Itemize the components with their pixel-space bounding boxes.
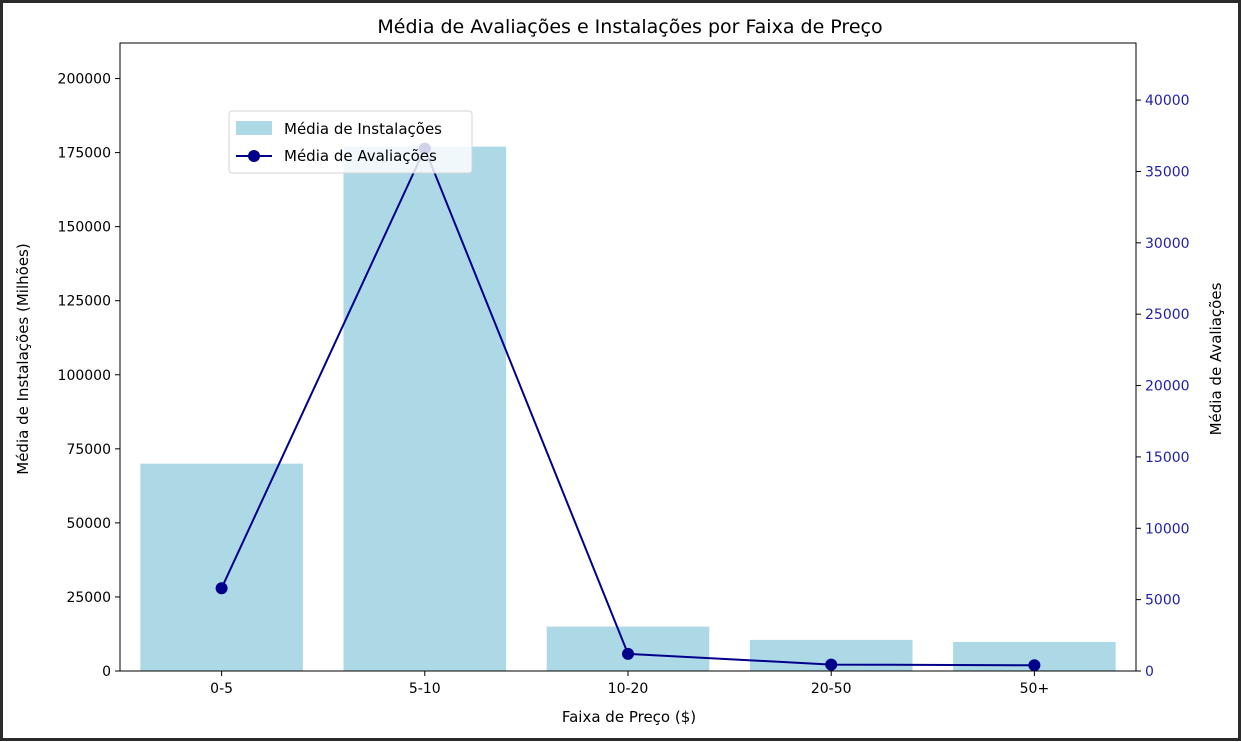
legend-bar-label: Média de Instalações <box>284 120 442 138</box>
y-right-tick-label: 25000 <box>1145 307 1190 323</box>
y-left-tick-label: 50000 <box>66 516 111 532</box>
plot-area: 0-5 5-10 10-20 20-50 50+02500050000750001000… <box>58 42 1190 697</box>
y-left-tick-label: 100000 <box>58 368 111 384</box>
y-right-tick-label: 40000 <box>1145 93 1190 109</box>
bar <box>343 146 507 671</box>
y-left-tick-label: 25000 <box>66 590 111 606</box>
chart-title: Média de Avaliações e Instalações por Fa… <box>377 16 882 38</box>
y-left-tick-label: 150000 <box>58 220 111 236</box>
x-tick-label: 20-50 <box>811 681 852 697</box>
bar <box>140 463 303 671</box>
x-axis-label: Faixa de Preço ($) <box>562 708 696 726</box>
y-right-tick-label: 35000 <box>1145 164 1190 180</box>
y-left-tick-label: 125000 <box>58 294 111 310</box>
y-right-tick-label: 30000 <box>1145 236 1190 252</box>
y-right-tick-label: 0 <box>1145 664 1154 680</box>
legend-line-marker <box>248 150 260 162</box>
legend-line-label: Média de Avaliações <box>284 147 437 165</box>
y-axis-left-label: Média de Instalações (Milhões) <box>14 243 32 474</box>
legend-bar-swatch <box>236 121 272 135</box>
x-tick-label: 10-20 <box>608 681 649 697</box>
line-point <box>622 647 634 660</box>
x-tick-label: 0-5 <box>210 681 233 697</box>
y-right-tick-label: 10000 <box>1145 521 1190 537</box>
y-axis-right-label: Média de Avaliações <box>1207 282 1225 435</box>
x-tick-label: 50+ <box>1020 681 1050 697</box>
y-left-tick-label: 75000 <box>66 442 111 458</box>
y-left-tick-label: 0 <box>102 664 111 680</box>
y-left-tick-label: 175000 <box>58 146 111 162</box>
line-point <box>825 658 838 671</box>
y-right-tick-label: 20000 <box>1145 379 1190 395</box>
line-point <box>1028 659 1041 672</box>
y-right-tick-label: 15000 <box>1145 450 1190 466</box>
legend-box <box>228 110 473 174</box>
x-tick-label: 5-10 <box>409 681 441 697</box>
y-left-tick-label: 200000 <box>58 72 111 88</box>
legend: Média de Instalações Média de Avaliações <box>228 110 473 174</box>
y-right-tick-label: 5000 <box>1145 593 1181 609</box>
chart: Média de Avaliações e Instalações por Fa… <box>14 16 1225 726</box>
line-point <box>215 582 228 595</box>
